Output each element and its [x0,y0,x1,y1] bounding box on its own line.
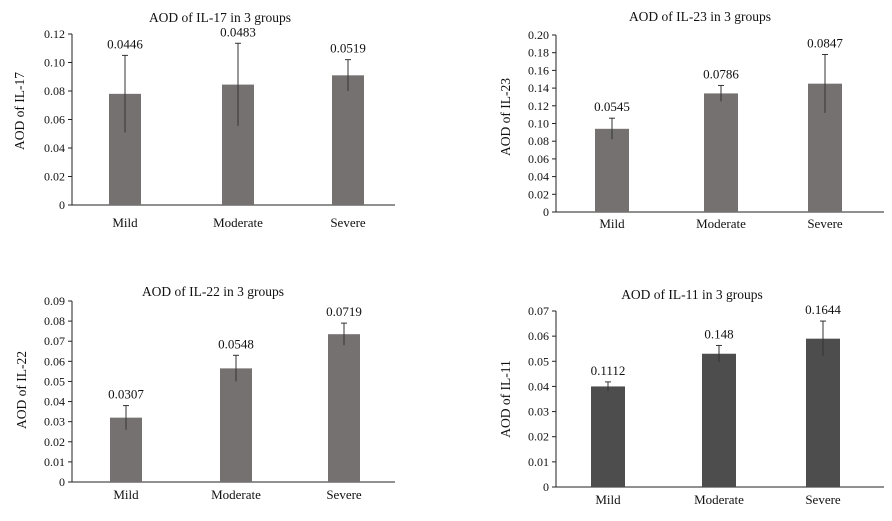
y-tick-label: 0.02 [44,170,65,184]
data-label: 0.0545 [594,99,630,114]
bar [332,75,364,205]
data-label: 0.148 [704,326,733,341]
y-axis-label: AOD of IL-11 [498,360,513,437]
chart-title: AOD of IL-17 in 3 groups [149,10,291,25]
bar [806,338,840,487]
bar [591,386,625,487]
category-label: Mild [599,216,625,231]
category-label: Severe [330,215,366,230]
bar [704,93,738,212]
y-tick-label: 0.04 [528,170,549,184]
y-tick-label: 0.07 [44,334,65,348]
y-tick-label: 0.04 [44,141,65,155]
bar [702,353,736,487]
category-label: Moderate [211,487,261,502]
data-label: 0.0548 [218,336,254,351]
chart-title: AOD of IL-22 in 3 groups [142,284,284,299]
y-tick-label: 0.06 [44,113,65,127]
y-tick-label: 0.12 [528,99,549,113]
data-label: 0.0719 [326,304,362,319]
category-label: Moderate [696,216,746,231]
y-tick-label: 0.08 [44,314,65,328]
y-tick-label: 0.12 [44,27,65,41]
y-tick-label: 0 [59,475,65,489]
y-tick-label: 0.03 [44,415,65,429]
y-tick-label: 0.02 [528,187,549,201]
y-tick-label: 0.04 [528,379,549,393]
chart-title: AOD of IL-11 in 3 groups [621,287,763,302]
y-tick-label: 0.06 [44,354,65,368]
data-label: 0.1644 [805,302,841,317]
y-tick-label: 0.09 [44,294,65,308]
category-label: Moderate [213,215,263,230]
category-label: Mild [113,487,139,502]
y-tick-label: 0.06 [528,152,549,166]
chart-panel-1: AOD of IL-17 in 3 groups AOD of IL-17 0 0.0… [12,10,395,230]
y-tick-label: 0.10 [44,56,65,70]
y-tick-label: 0.20 [528,28,549,42]
y-tick-label: 0 [543,480,549,494]
y-tick-label: 0.01 [528,455,549,469]
y-tick-label: 0.02 [528,430,549,444]
y-tick-label: 0.05 [528,354,549,368]
y-tick-label: 0.06 [528,329,549,343]
data-label: 0.0446 [107,36,143,51]
category-label: Mild [595,492,621,507]
y-tick-label: 0.02 [44,435,65,449]
y-tick-label: 0.18 [528,46,549,60]
y-tick-label: 0.07 [528,304,549,318]
category-label: Moderate [694,492,744,507]
data-label: 0.0786 [703,66,739,81]
chart-panel-3: AOD of IL-22 in 3 groups AOD of IL-22 0 0.0… [14,284,395,502]
y-tick-label: 0.08 [528,134,549,148]
data-label: 0.0519 [330,41,366,56]
chart-panel-4: AOD of IL-11 in 3 groups AOD of IL-11 0 0.0… [498,287,884,507]
y-tick-label: 0.03 [528,405,549,419]
bar [220,368,252,482]
chart-title: AOD of IL-23 in 3 groups [629,9,771,24]
y-axis-label: AOD of IL-23 [498,78,513,156]
y-tick-label: 0.14 [528,81,549,95]
y-tick-label: 0.08 [44,84,65,98]
category-label: Mild [112,215,138,230]
y-tick-label: 0 [59,198,65,212]
y-axis-label: AOD of IL-22 [14,351,29,429]
y-tick-label: 0.04 [44,395,65,409]
chart-panel-2: AOD of IL-23 in 3 groups AOD of IL-23 0 0.0… [498,9,884,231]
category-label: Severe [326,487,362,502]
y-tick-label: 0.16 [528,63,549,77]
bar [328,334,360,482]
y-axis-label: AOD of IL-17 [12,72,27,150]
category-label: Severe [807,216,843,231]
data-label: 0.0847 [807,35,843,50]
y-tick-label: 0 [543,205,549,219]
data-label: 0.1112 [591,363,626,378]
data-label: 0.0483 [220,24,256,39]
category-label: Severe [805,492,841,507]
bar [595,128,629,212]
y-tick-label: 0.05 [44,374,65,388]
y-tick-label: 0.01 [44,455,65,469]
y-tick-label: 0.10 [528,117,549,131]
data-label: 0.0307 [108,387,144,402]
